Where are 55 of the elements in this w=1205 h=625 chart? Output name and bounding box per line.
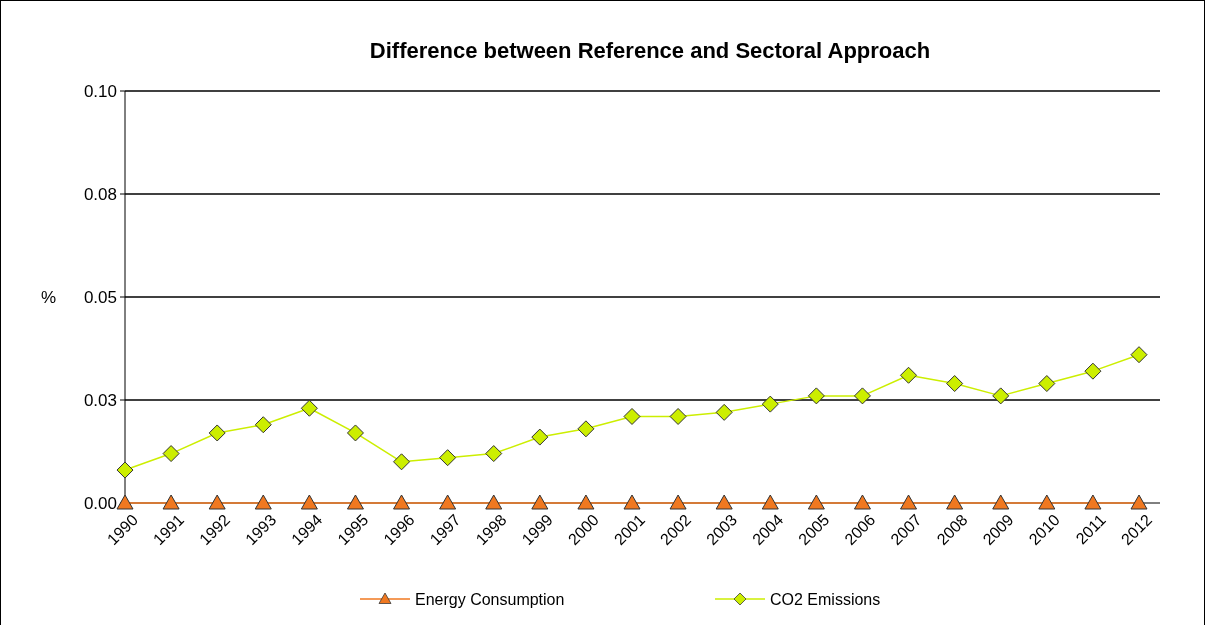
point — [1130, 346, 1148, 364]
y-axis-title: % — [40, 287, 56, 307]
point — [1084, 362, 1102, 380]
point — [393, 494, 411, 510]
point — [439, 449, 457, 467]
point — [669, 494, 687, 510]
point — [1130, 494, 1148, 510]
legend-label: CO2 Emissions — [770, 590, 881, 608]
point — [992, 387, 1010, 405]
point — [853, 494, 871, 510]
point — [208, 424, 226, 442]
point — [669, 407, 687, 425]
point — [715, 403, 733, 421]
point — [577, 420, 595, 438]
y-tick-label: 0.00 — [83, 493, 117, 513]
point — [346, 494, 364, 510]
point — [807, 494, 825, 510]
point — [116, 494, 134, 510]
point — [531, 494, 549, 510]
point — [300, 494, 318, 510]
point — [300, 399, 318, 417]
point — [761, 395, 779, 413]
y-tick-label: 0.03 — [83, 390, 117, 410]
point — [485, 494, 503, 510]
point — [439, 494, 457, 510]
point — [485, 445, 503, 463]
point — [531, 428, 549, 446]
point — [162, 445, 180, 463]
point — [254, 494, 272, 510]
point — [577, 494, 595, 510]
point — [208, 494, 226, 510]
point — [946, 494, 964, 510]
point — [1038, 375, 1056, 393]
point — [1084, 494, 1102, 510]
point — [393, 453, 411, 471]
point — [623, 494, 641, 510]
point — [116, 461, 134, 479]
y-tick-label: 0.08 — [83, 184, 117, 204]
point — [715, 494, 733, 510]
point — [162, 494, 180, 510]
point — [900, 494, 918, 510]
point — [254, 416, 272, 434]
point — [1038, 494, 1056, 510]
chart-title: Difference between Reference and Sectoral Approach — [369, 38, 931, 63]
point — [900, 366, 918, 384]
point — [807, 387, 825, 405]
y-tick-label: 0.10 — [83, 81, 117, 101]
point — [623, 407, 641, 425]
point — [761, 494, 779, 510]
point — [946, 375, 964, 393]
y-tick-label: 0.05 — [83, 287, 117, 307]
legend-label: Energy Consumption — [415, 590, 565, 608]
point — [992, 494, 1010, 510]
point — [853, 387, 871, 405]
point — [346, 424, 364, 442]
